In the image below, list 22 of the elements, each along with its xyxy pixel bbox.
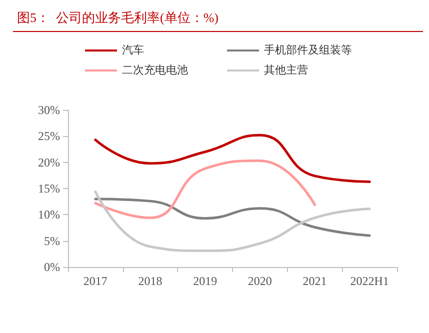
- legend-label: 二次充电电池: [122, 64, 188, 76]
- legend-label: 汽车: [122, 44, 144, 56]
- line-series: [94, 190, 371, 252]
- x-tick-label: 2019: [193, 274, 218, 288]
- legend-label: 手机部件及组装等: [264, 44, 352, 56]
- x-tick-label: 2022H1: [350, 274, 389, 288]
- line-series: [94, 198, 371, 237]
- y-tick-label: 0%: [44, 260, 60, 274]
- y-tick-label: 25%: [38, 129, 60, 144]
- x-tick-label: 2017: [83, 274, 108, 288]
- legend-label: 其他主营: [264, 64, 308, 76]
- line-series: [94, 134, 371, 183]
- y-tick-label: 10%: [38, 208, 60, 222]
- chart-title: 图5： 公司的业务毛利率(单位：%): [17, 10, 218, 25]
- x-tick-label: 2021: [302, 274, 327, 288]
- line-series: [94, 160, 316, 220]
- y-tick-label: 20%: [38, 155, 60, 170]
- y-tick-label: 30%: [38, 103, 60, 117]
- y-tick-label: 5%: [44, 234, 60, 248]
- x-tick-label: 2018: [138, 274, 162, 288]
- y-tick-label: 15%: [38, 182, 60, 196]
- x-tick-label: 2020: [248, 274, 272, 288]
